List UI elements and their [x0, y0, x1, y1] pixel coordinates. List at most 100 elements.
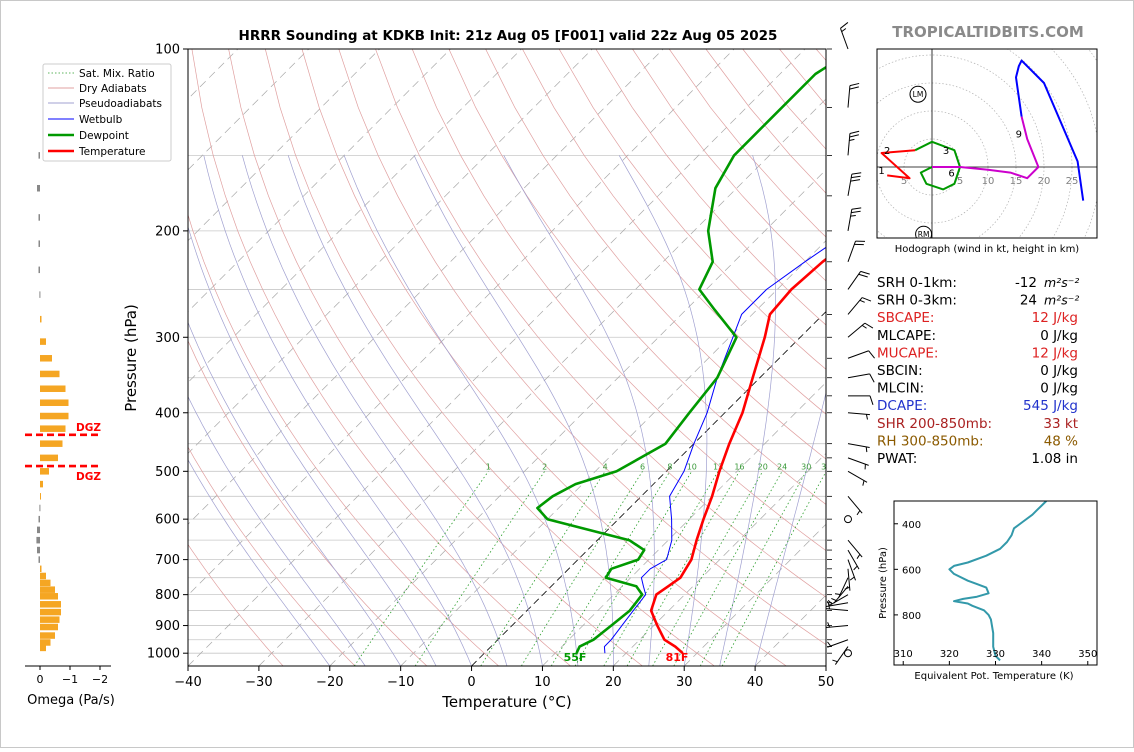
wind-barb-half-flag	[828, 622, 830, 627]
omega-bar	[40, 399, 69, 406]
dry-adiabat-line	[265, 49, 714, 666]
omega-bar	[40, 371, 60, 378]
omega-bars	[36, 152, 68, 651]
hodograph-height-label: 6	[948, 169, 954, 180]
omega-x-axis-label: Omega (Pa/s)	[27, 693, 115, 708]
theta-e-x-tick-label: 330	[986, 649, 1005, 660]
skewt-profiles	[537, 49, 1078, 653]
param-label: SHR 200-850mb:	[877, 416, 992, 432]
theta-e-line	[949, 501, 1046, 660]
omega-bar	[40, 493, 41, 500]
wind-barb-staff	[848, 351, 869, 359]
wind-barb	[848, 271, 870, 289]
wind-barb	[848, 471, 867, 485]
wind-barb-flag	[852, 208, 861, 209]
y-tick-label: 600	[155, 513, 180, 528]
hodograph-ring-label: 5	[957, 176, 963, 187]
param-value: 0 J/kg	[1040, 328, 1078, 344]
omega-tick-label: −2	[92, 673, 108, 686]
dry-adiabat-line	[302, 49, 786, 666]
storm-motion-label: LM	[913, 90, 924, 99]
hodograph-segment	[915, 142, 960, 190]
y-tick-label: 800	[155, 588, 180, 603]
wind-barb	[848, 496, 862, 515]
x-tick-label: −20	[316, 675, 343, 690]
y-tick-label: 200	[155, 224, 180, 239]
wind-barb-flag	[870, 396, 873, 405]
wind-barb-staff	[848, 374, 870, 378]
wind-barb-half-flag	[863, 481, 864, 486]
param-label: SRH 0-1km:	[877, 275, 957, 291]
wind-barb-half-flag	[854, 566, 858, 570]
skewt-y-axis-label: Pressure (hPa)	[122, 304, 140, 412]
figure-title: HRRR Sounding at KDKB Init: 21z Aug 05 […	[239, 28, 778, 44]
pseudoadiabat-line	[414, 155, 613, 666]
dry-adiabat-line	[926, 49, 1133, 666]
mixing-ratio-label: 2	[542, 462, 547, 471]
wind-barb-flag	[851, 180, 860, 181]
wind-barb	[848, 241, 865, 262]
param-label: MLCIN:	[877, 381, 924, 397]
mixing-ratio-line	[653, 471, 763, 666]
wind-barb	[848, 131, 859, 155]
param-label: SBCIN:	[877, 363, 923, 379]
param-label: PWAT:	[877, 451, 917, 467]
mixing-ratio-line	[481, 471, 605, 666]
wetbulb-line	[604, 49, 1078, 653]
wind-barb-flag	[851, 176, 860, 177]
param-unit: m²s⁻²	[1044, 275, 1079, 290]
wind-barb-half-flag	[850, 577, 854, 580]
theta-e-y-tick-label: 400	[902, 520, 921, 531]
param-label: RH 300-850mb:	[877, 433, 984, 449]
wind-barb	[840, 22, 848, 49]
wind-barb-flag	[859, 274, 868, 277]
hodograph-height-label: 3	[943, 146, 949, 157]
omega-bar	[37, 547, 40, 554]
param-value: 545 J/kg	[1023, 398, 1078, 414]
mixing-ratio-line	[354, 471, 488, 666]
wind-barb-half-flag	[849, 139, 854, 140]
skewt-x-axis-label: Temperature (°C)	[441, 693, 571, 711]
x-tick-label: −40	[174, 675, 201, 690]
theta-e-y-tick-label: 800	[902, 611, 921, 622]
hodograph-height-label: 9	[1016, 129, 1022, 140]
omega-bar	[40, 440, 63, 447]
wind-barb	[848, 323, 873, 337]
legend-label-temperature: Temperature	[78, 146, 146, 158]
wind-barbs	[826, 22, 874, 664]
omega-bar	[39, 214, 41, 221]
omega-ticks: 0−1−2	[37, 666, 109, 686]
mixing-ratio-label: 20	[758, 462, 768, 471]
isotherm-line	[259, 49, 876, 666]
omega-bar	[40, 338, 46, 345]
wind-barb-half-flag	[831, 598, 836, 600]
theta-e-x-axis-label: Equivalent Pot. Temperature (K)	[914, 671, 1073, 682]
wind-barb	[827, 640, 848, 648]
omega-bar	[40, 586, 55, 593]
mixing-ratio-label: 30	[801, 462, 811, 471]
pseudoadiabat-line	[171, 155, 437, 666]
wind-barb	[848, 173, 861, 196]
param-value: 0 J/kg	[1040, 381, 1078, 397]
omega-bar	[39, 291, 40, 298]
mixing-ratio-line	[521, 471, 642, 666]
omega-bar	[40, 593, 58, 600]
y-tick-label: 900	[155, 619, 180, 634]
wind-barb	[848, 374, 874, 382]
wind-barb	[826, 622, 848, 627]
mixing-ratio-line	[627, 471, 739, 666]
x-tick-label: 40	[747, 675, 764, 690]
theta-e-x-tick-label: 340	[1032, 649, 1051, 660]
mixing-ratio-label: 16	[734, 462, 744, 471]
param-label: DCAPE:	[877, 398, 927, 414]
mixing-ratio-label: 6	[640, 462, 645, 471]
pseudoadiabat-line	[242, 155, 507, 666]
hodograph-height-label: 1	[878, 166, 884, 177]
y-tick-label: 1000	[147, 647, 180, 662]
wind-barb-half-flag	[827, 642, 830, 646]
wind-barb	[848, 413, 870, 420]
wind-barb-flag	[850, 87, 859, 89]
